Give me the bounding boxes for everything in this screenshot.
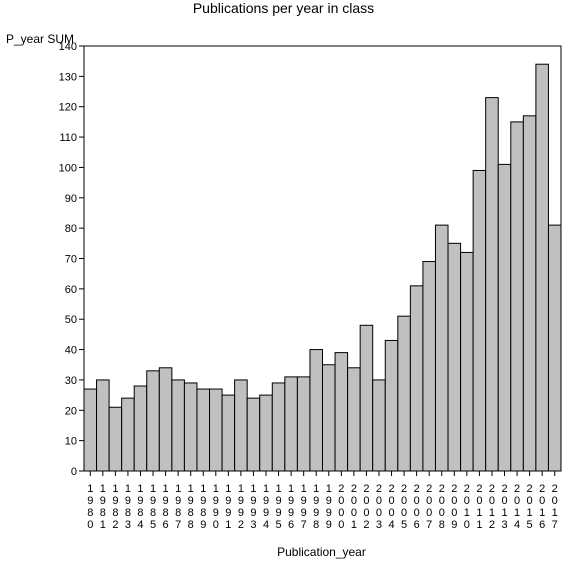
y-tick-label: 110: [59, 132, 77, 144]
bar-1986: [158, 367, 173, 472]
bar-1999: [322, 364, 336, 472]
x-axis-title: Publication_year: [277, 545, 366, 559]
y-tick-label: 140: [59, 41, 77, 53]
bar-2003: [372, 379, 386, 472]
bar-1980: [83, 388, 98, 472]
bar-1991: [221, 394, 236, 472]
bar-2006: [409, 285, 424, 472]
bar-2004: [384, 339, 399, 472]
y-tick-label: 130: [59, 71, 77, 83]
bars-group: [83, 63, 562, 472]
y-tick-label: 10: [65, 436, 77, 448]
chart-title: Publications per year in class: [192, 0, 375, 16]
bar-1998: [309, 349, 324, 472]
bar-2008: [434, 224, 449, 472]
bar-2012: [485, 97, 499, 472]
bar-2015: [522, 115, 537, 472]
y-tick-label: 60: [65, 284, 77, 296]
bar-2014: [510, 121, 524, 472]
bar-1990: [209, 388, 223, 472]
x-ticks-group: 1 9 8 0 1 9 8 1 1 9 8 2 1 9 8 3 1 9 8 4 1 9 8 5 1 9 8 6 1 9 8 7 1 9 8 8 1 9 8 9…: [87, 471, 558, 531]
bar-1993: [246, 397, 261, 472]
y-tick-label: 0: [71, 466, 77, 478]
y-axis-title: P_year SUM: [6, 32, 75, 46]
y-tick-label: 20: [65, 405, 77, 417]
bar-2016: [535, 63, 549, 472]
bar-2002: [359, 324, 374, 472]
bar-1989: [196, 388, 211, 472]
bar-2001: [347, 367, 361, 472]
y-ticks-group: 0 10 20 30 40 50 60 70 80 90 100 110 120 130 140: [59, 41, 84, 478]
bar-2007: [422, 261, 436, 472]
bar-1984: [133, 385, 148, 472]
bar-2005: [397, 315, 411, 472]
y-tick-label: 70: [65, 254, 77, 266]
y-tick-label: 90: [65, 193, 77, 205]
bar-1985: [146, 370, 160, 472]
bar-1983: [121, 397, 135, 472]
bar-1987: [171, 379, 185, 472]
y-tick-label: 30: [65, 375, 77, 387]
bar-1996: [284, 376, 298, 472]
y-tick-label: 120: [59, 102, 77, 114]
y-tick-label: 100: [59, 162, 77, 174]
bar-2010: [460, 251, 474, 472]
y-tick-label: 50: [65, 314, 77, 326]
bar-2011: [472, 169, 487, 472]
bar-1988: [183, 382, 198, 472]
bar-2009: [447, 242, 462, 472]
bar-1981: [96, 379, 110, 472]
y-tick-label: 80: [65, 223, 77, 235]
bar-2017: [547, 224, 562, 472]
bar-2000: [334, 352, 349, 472]
bar-1982: [108, 406, 123, 472]
bar-1994: [259, 394, 273, 472]
bar-1995: [271, 382, 286, 472]
bar-1997: [296, 376, 311, 472]
bar-1992: [234, 379, 248, 472]
y-tick-label: 40: [65, 345, 77, 357]
bar-2013: [497, 163, 512, 472]
